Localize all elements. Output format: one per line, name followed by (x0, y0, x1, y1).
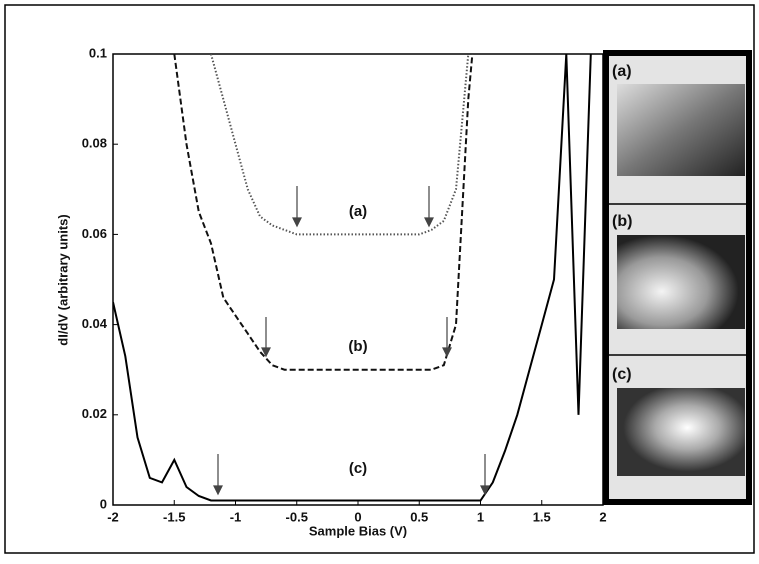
y-tick-label: 0 (100, 496, 107, 511)
y-tick-label: 0.04 (82, 316, 108, 331)
x-tick-label: -1 (230, 509, 242, 524)
arrows (213, 186, 490, 496)
x-axis-label: Sample Bias (V) (309, 523, 407, 538)
inset-label: (b) (612, 213, 632, 230)
inset-label: (c) (612, 366, 632, 383)
x-tick-label: 0.5 (410, 509, 428, 524)
x-tick-label: -1.5 (163, 509, 185, 524)
plot-frame (112, 53, 604, 506)
y-tick-label: 0.02 (82, 406, 107, 421)
series-line (113, 54, 592, 502)
inset-label: (a) (612, 63, 632, 80)
x-tick-label: -2 (107, 509, 119, 524)
inset-image (617, 388, 745, 476)
inset-image (617, 235, 745, 329)
inset-image (617, 84, 745, 176)
y-tick-label: 0.08 (82, 136, 107, 151)
series-line (210, 54, 470, 236)
annotation: (a) (349, 203, 367, 220)
x-tick-label: 1.5 (533, 509, 551, 524)
y-axis-label: dI/dV (arbitrary units) (55, 214, 70, 345)
x-tick-label: 1 (477, 509, 484, 524)
annotation: (b) (348, 338, 367, 355)
y-tick-label: 0.06 (82, 226, 107, 241)
frame (4, 4, 755, 554)
x-tick-label: 2 (599, 509, 606, 524)
annotation: (c) (349, 460, 367, 477)
x-tick-label: 0 (354, 509, 361, 524)
y-tick-label: 0.1 (89, 45, 107, 60)
x-tick-label: -0.5 (286, 509, 308, 524)
series-line (173, 54, 474, 371)
